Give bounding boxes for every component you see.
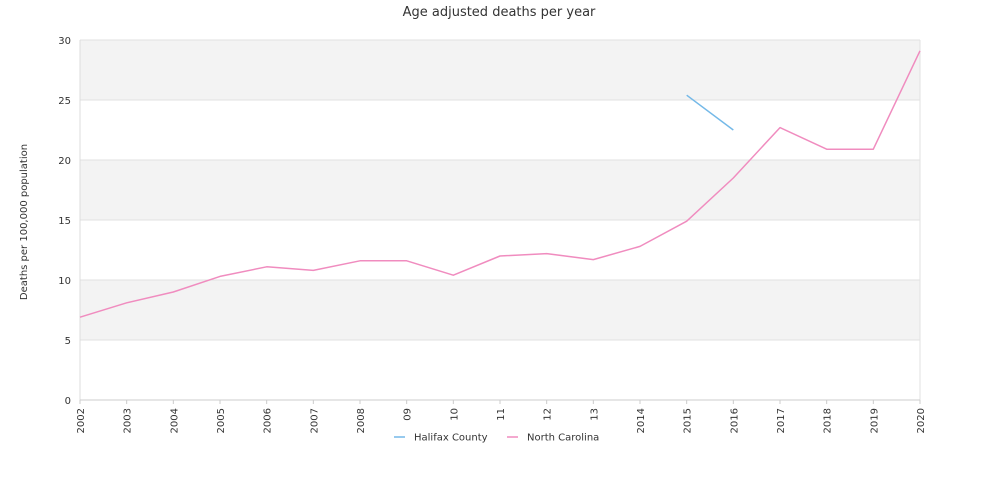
x-tick-label: 13 (589, 408, 600, 421)
x-tick-label: 12 (543, 408, 554, 421)
y-axis-label: Deaths per 100,000 population (19, 144, 30, 300)
series-lines (79, 50, 921, 318)
legend-label: North Carolina (527, 433, 599, 444)
plot-band (80, 40, 920, 100)
x-tick-label: 2002 (76, 408, 87, 433)
y-tick-label: 25 (58, 96, 71, 107)
x-tick-label: 2006 (263, 408, 274, 433)
plot-band (80, 100, 920, 160)
x-tick-label: 11 (496, 408, 507, 421)
x-tick-label: 2008 (356, 408, 367, 433)
x-tick-label: 2019 (869, 408, 880, 433)
x-tick-labels: 2002 2003 2004 2005 2006 2007 2008 09 10 11 12 13 20… (76, 400, 927, 433)
chart-title: Age adjusted deaths per year (403, 5, 596, 20)
plot-band (80, 280, 920, 340)
x-tick-label: 10 (449, 408, 460, 421)
legend-label: Halifax County (414, 433, 488, 444)
x-tick-label: 2018 (823, 408, 834, 433)
plot-bands (80, 40, 920, 400)
x-tick-label: 2015 (683, 408, 694, 433)
x-tick-label: 2020 (916, 408, 927, 433)
series-line (79, 50, 921, 318)
x-tick-label: 2014 (636, 408, 647, 433)
y-tick-label: 10 (58, 276, 71, 287)
x-tick-label: 2017 (776, 408, 787, 433)
x-tick-label: 2007 (309, 408, 320, 433)
y-tick-label: 15 (58, 216, 71, 227)
x-tick-label: 2003 (123, 408, 134, 433)
series-line (686, 94, 734, 131)
x-tick-label: 2016 (729, 408, 740, 433)
plot-band (80, 160, 920, 220)
x-tick-label: 09 (403, 408, 414, 421)
y-tick-label: 0 (65, 396, 71, 407)
plot-band (80, 340, 920, 400)
legend: Halifax County North Carolina (394, 433, 599, 444)
x-tick-label: 2004 (169, 408, 180, 433)
y-tick-label: 5 (65, 336, 71, 347)
y-tick-label: 30 (58, 36, 71, 47)
x-tick-label: 2005 (216, 408, 227, 433)
y-tick-labels: 0 5 10 15 20 25 30 (58, 36, 71, 407)
plot-band (80, 220, 920, 280)
y-tick-label: 20 (58, 156, 71, 167)
